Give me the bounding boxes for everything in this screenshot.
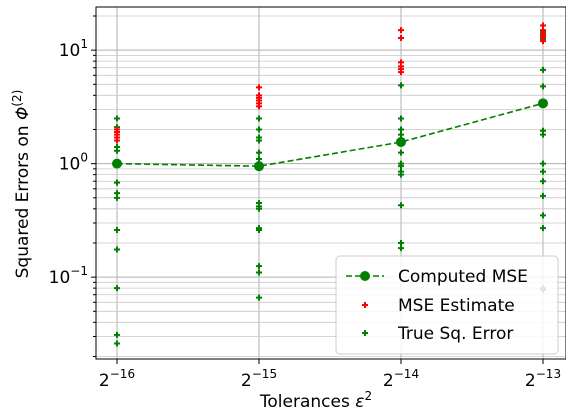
true-sq-error-point [114,227,120,234]
x-axis-label: Tolerances ε2 [259,389,372,412]
true-sq-error-point [114,285,120,292]
legend-label: True Sq. Error [397,324,513,344]
legend-box [335,255,559,355]
true-sq-error-point [256,227,262,234]
y-axis-label: Squared Errors on Φ(2) [10,90,33,279]
y-tick-label: 100 [59,151,88,175]
true-sq-error-point [256,115,262,122]
true-sq-error-point [398,82,404,89]
true-sq-error-point [398,115,404,122]
computed-mse-point [112,158,122,169]
true-sq-error-point [256,149,262,156]
grid [96,7,566,359]
computed-mse-point [538,98,548,109]
true-sq-error-point [540,83,546,90]
true-sq-error-point [540,178,546,185]
true-sq-error-point [256,269,262,276]
computed-mse-point [396,137,406,148]
computed-mse-line [116,102,544,167]
true-sq-error-point [256,155,262,162]
ticks: 2−16 2−15 2−14 2−13 10−1 100 101 [49,15,561,391]
legend-marker-mse-estimate [362,302,368,308]
y-tick-label: 10−1 [49,264,88,288]
true-sq-error-point [114,115,120,122]
x-tick-label: 2−15 [241,367,277,391]
legend-marker-true-sq-error [362,330,368,336]
mse-estimate-point [540,22,546,29]
true-sq-error-point [114,179,120,186]
true-sq-error-point [540,212,546,219]
true-sq-error-point [540,192,546,199]
true-sq-error-point [398,163,404,170]
mse-estimate-point [114,126,120,133]
true-sq-error-point [114,194,120,201]
true-sq-error-point [398,131,404,138]
mse-estimate-point [398,59,404,66]
mse-estimate-point [398,34,404,41]
true-sq-error-point [540,225,546,232]
true-sq-error-point [398,202,404,209]
computed-mse-point [254,161,264,172]
true-sq-error-point [114,147,120,154]
true-sq-error-point [540,66,546,73]
true-sq-error-point [114,246,120,253]
legend-marker-computed-mse-point [360,271,370,281]
series-mse-estimate [114,22,546,144]
x-tick-label: 2−13 [525,367,561,391]
legend: Computed MSE MSE Estimate True Sq. Error [335,255,559,355]
true-sq-error-point [256,294,262,301]
true-sq-error-point [398,171,404,178]
true-sq-error-point [398,245,404,252]
true-sq-error-point [398,126,404,133]
true-sq-error-point [540,160,546,167]
mse-estimate-point [256,84,262,91]
true-sq-error-point [256,205,262,212]
x-tick-label: 2−14 [383,367,419,391]
series-layer [112,22,548,347]
x-tick-label: 2−16 [99,367,135,391]
series-computed-mse [112,98,548,172]
legend-label: Computed MSE [398,267,528,287]
true-sq-error-point [540,131,546,138]
true-sq-error-point [256,137,262,144]
true-sq-error-point [540,168,546,175]
true-sq-error-point [256,126,262,133]
mse-estimate-point [256,92,262,99]
true-sq-error-point [256,263,262,270]
true-sq-error-point [398,149,404,156]
true-sq-error-point [114,340,120,347]
legend-label: MSE Estimate [398,296,515,316]
mse-estimate-point [398,27,404,34]
true-sq-error-point [114,331,120,338]
true-sq-error-point [398,239,404,246]
y-tick-label: 101 [59,37,88,61]
plot-frame [95,6,566,360]
